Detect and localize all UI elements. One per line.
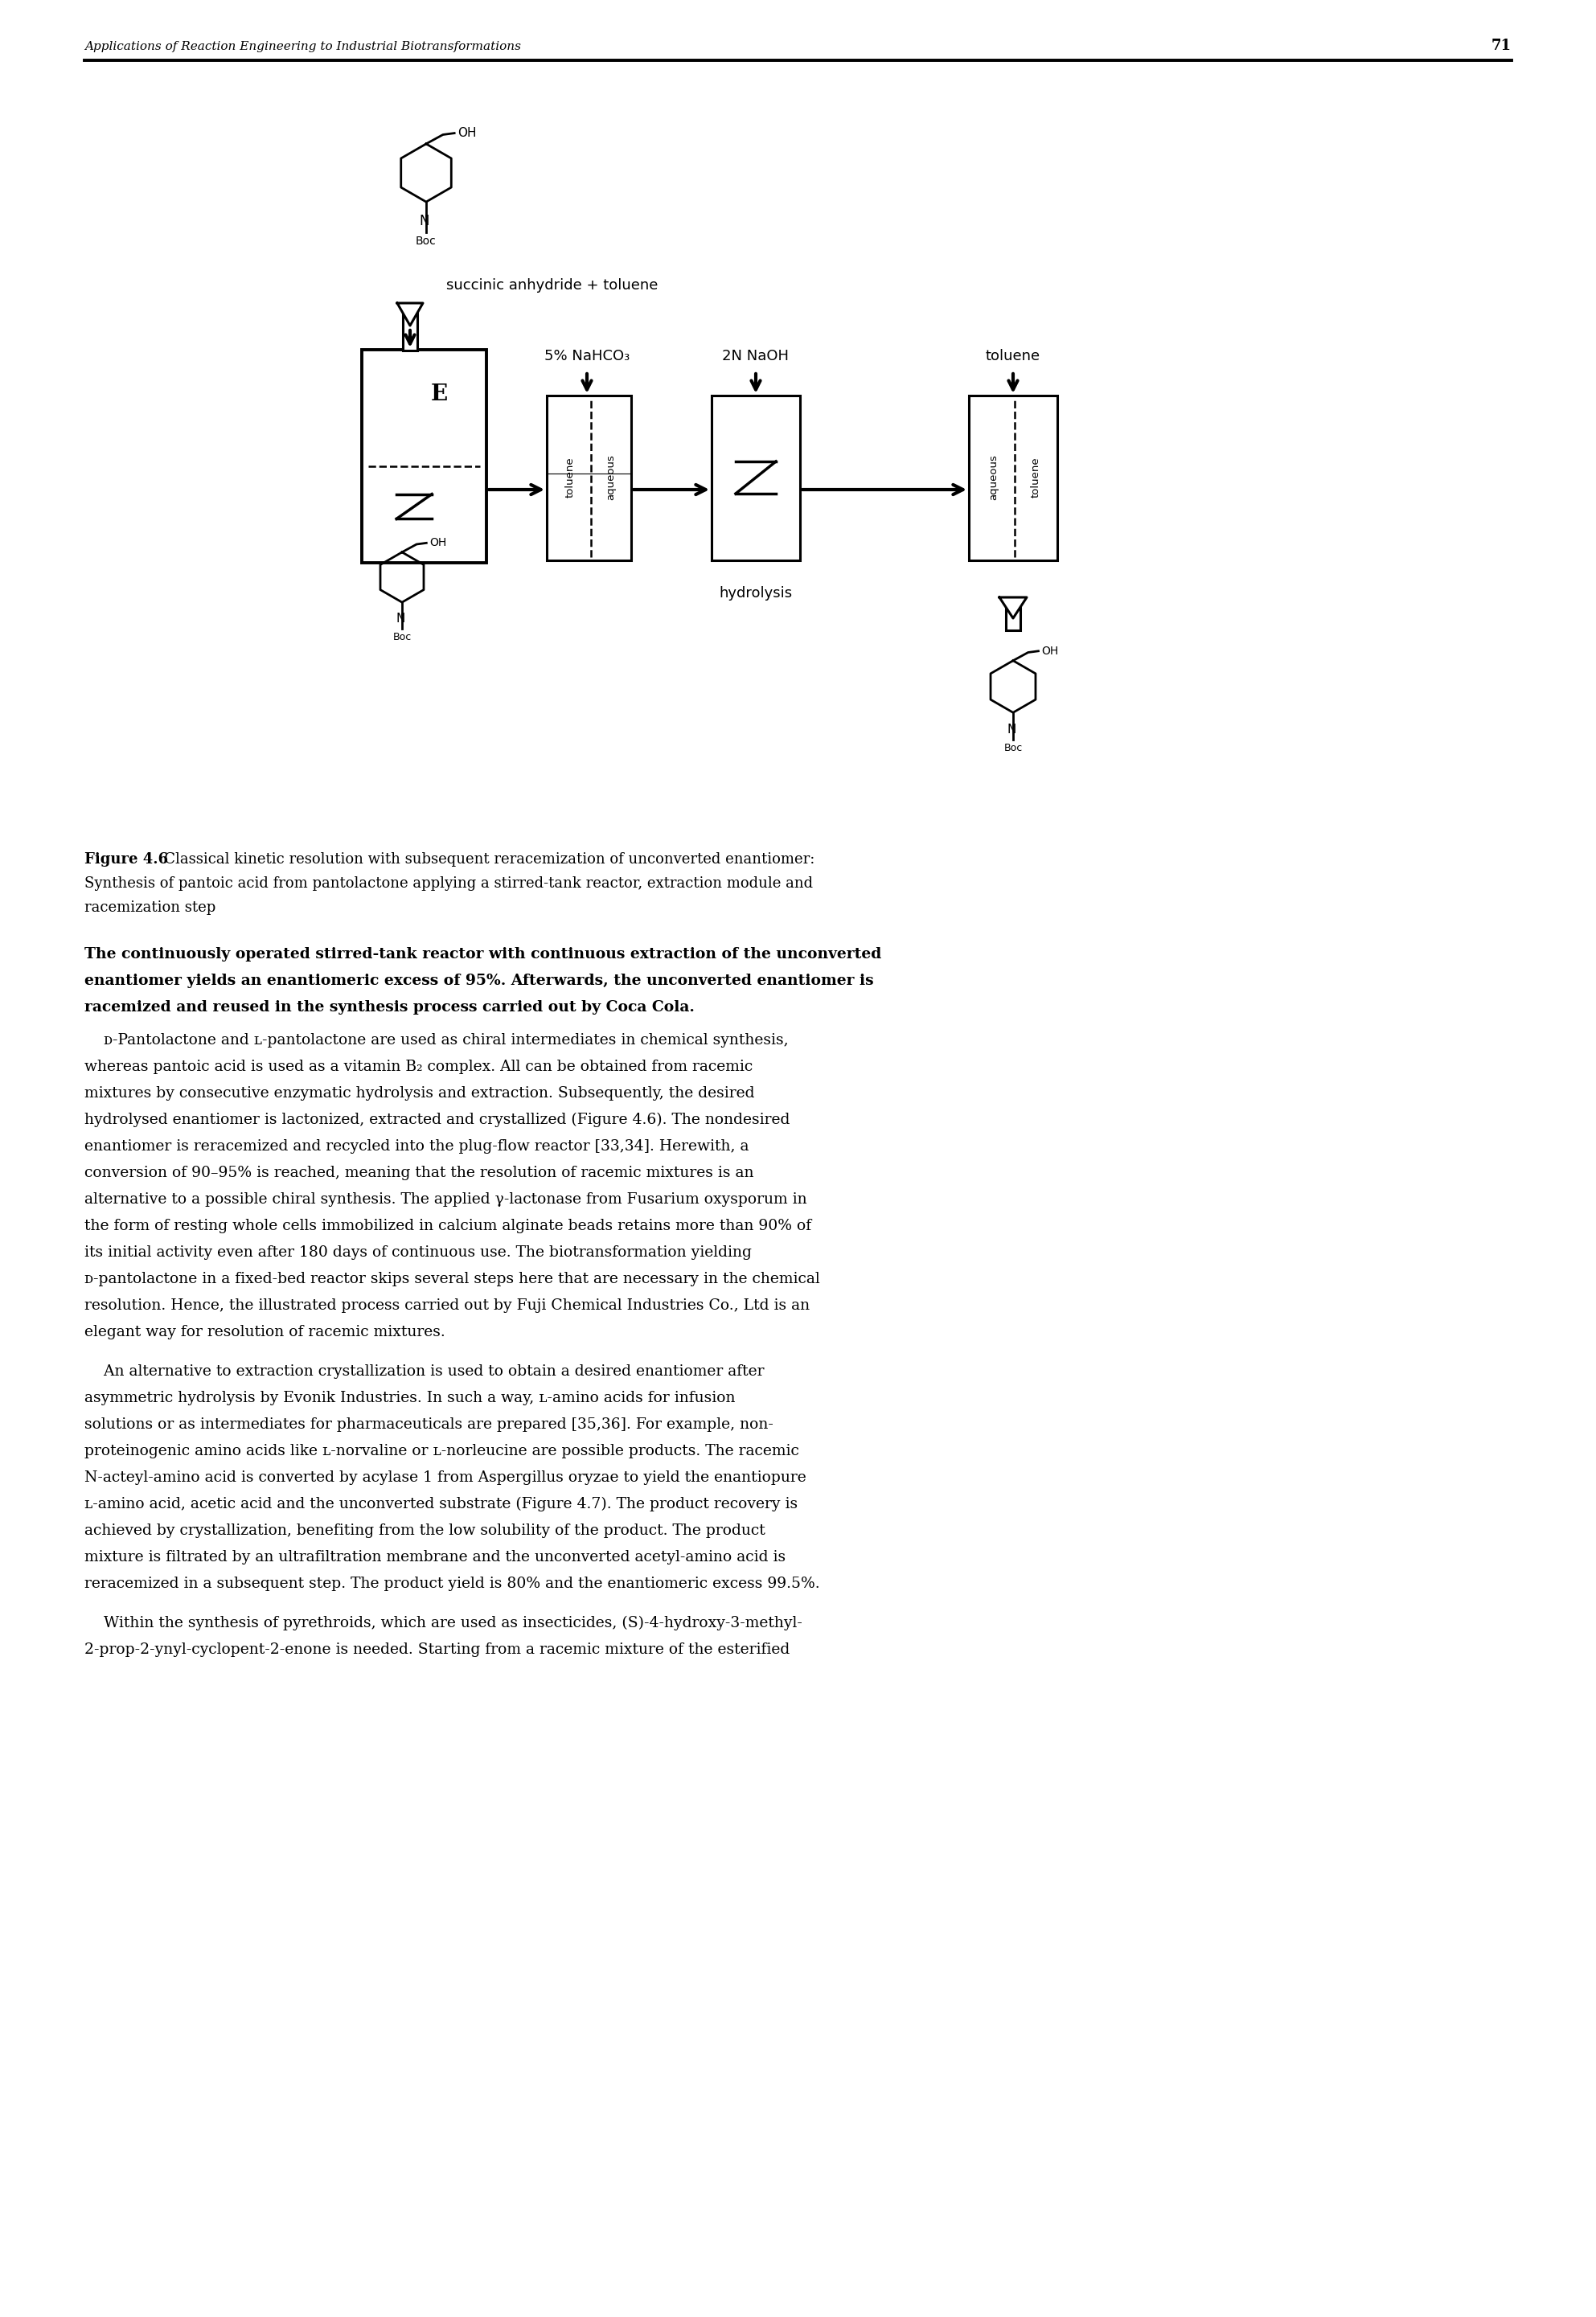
Text: whereas pantoic acid is used as a vitamin B₂ complex. All can be obtained from r: whereas pantoic acid is used as a vitami… (85, 1059, 753, 1075)
Text: 5% NaHCO₃: 5% NaHCO₃ (544, 350, 630, 364)
Text: alternative to a possible chiral synthesis. The applied γ-lactonase from Fusariu: alternative to a possible chiral synthes… (85, 1193, 808, 1207)
Text: aqueous: aqueous (605, 454, 616, 500)
Text: 71: 71 (1492, 39, 1511, 53)
Text: N: N (396, 612, 405, 626)
Bar (712, 396, 800, 561)
Text: toluene: toluene (565, 456, 576, 498)
Text: toluene: toluene (986, 350, 1041, 364)
Text: N: N (420, 213, 429, 229)
Text: The continuously operated stirred-tank reactor with continuous extraction of the: The continuously operated stirred-tank r… (85, 948, 881, 962)
Text: OH: OH (429, 538, 447, 549)
Bar (547, 396, 630, 561)
Text: 2-prop-2-ynyl-cyclopent-2-enone is needed. Starting from a racemic mixture of th: 2-prop-2-ynyl-cyclopent-2-enone is neede… (85, 1643, 790, 1657)
Text: An alternative to extraction crystallization is used to obtain a desired enantio: An alternative to extraction crystalliza… (85, 1365, 764, 1379)
Bar (1005, 598, 1020, 630)
Text: racemization step: racemization step (85, 901, 215, 915)
Text: N-acteyl-amino acid is converted by acylase 1 from Aspergillus oryzae to yield t: N-acteyl-amino acid is converted by acyl… (85, 1471, 806, 1485)
Text: elegant way for resolution of racemic mixtures.: elegant way for resolution of racemic mi… (85, 1325, 445, 1339)
Text: Boc: Boc (1004, 744, 1023, 753)
Text: achieved by crystallization, benefiting from the low solubility of the product. : achieved by crystallization, benefiting … (85, 1525, 764, 1538)
Text: enantiomer yields an enantiomeric excess of 95%. Afterwards, the unconverted ena: enantiomer yields an enantiomeric excess… (85, 973, 873, 987)
Text: its initial activity even after 180 days of continuous use. The biotransformatio: its initial activity even after 180 days… (85, 1244, 752, 1260)
Bar (969, 396, 1057, 561)
Text: aqueous: aqueous (988, 454, 999, 500)
Text: enantiomer is reracemized and recycled into the plug-flow reactor [33,34]. Herew: enantiomer is reracemized and recycled i… (85, 1140, 749, 1154)
Text: Classical kinetic resolution with subsequent reracemization of unconverted enant: Classical kinetic resolution with subseq… (150, 853, 816, 867)
Text: solutions or as intermediates for pharmaceuticals are prepared [35,36]. For exam: solutions or as intermediates for pharma… (85, 1418, 774, 1432)
Text: E: E (431, 382, 447, 405)
Text: resolution. Hence, the illustrated process carried out by Fuji Chemical Industri: resolution. Hence, the illustrated proce… (85, 1298, 809, 1314)
Text: OH: OH (458, 127, 477, 139)
Bar (362, 350, 487, 563)
Text: hydrolysis: hydrolysis (720, 586, 793, 600)
Text: OH: OH (1042, 646, 1058, 656)
Text: succinic anhydride + toluene: succinic anhydride + toluene (447, 278, 658, 292)
Text: Within the synthesis of pyrethroids, which are used as insecticides, (S)-4-hydro: Within the synthesis of pyrethroids, whi… (85, 1615, 803, 1631)
Text: Synthesis of pantoic acid from pantolactone applying a stirred-tank reactor, ext: Synthesis of pantoic acid from pantolact… (85, 876, 812, 890)
Text: hydrolysed enantiomer is lactonized, extracted and crystallized (Figure 4.6). Th: hydrolysed enantiomer is lactonized, ext… (85, 1112, 790, 1128)
Text: 2N NaOH: 2N NaOH (723, 350, 788, 364)
Text: Applications of Reaction Engineering to Industrial Biotransformations: Applications of Reaction Engineering to … (85, 42, 520, 53)
Text: ᴅ-pantolactone in a fixed-bed reactor skips several steps here that are necessar: ᴅ-pantolactone in a fixed-bed reactor sk… (85, 1272, 820, 1286)
Text: mixtures by consecutive enzymatic hydrolysis and extraction. Subsequently, the d: mixtures by consecutive enzymatic hydrol… (85, 1087, 755, 1101)
Text: toluene: toluene (1031, 456, 1041, 498)
Text: Figure 4.6: Figure 4.6 (85, 853, 168, 867)
Text: conversion of 90–95% is reached, meaning that the resolution of racemic mixtures: conversion of 90–95% is reached, meaning… (85, 1165, 753, 1179)
Bar (402, 304, 417, 350)
Text: asymmetric hydrolysis by Evonik Industries. In such a way, ʟ-amino acids for inf: asymmetric hydrolysis by Evonik Industri… (85, 1390, 736, 1406)
Text: mixture is filtrated by an ultrafiltration membrane and the unconverted acetyl-a: mixture is filtrated by an ultrafiltrati… (85, 1550, 785, 1564)
Text: the form of resting whole cells immobilized in calcium alginate beads retains mo: the form of resting whole cells immobili… (85, 1219, 811, 1233)
Text: ᴅ-Pantolactone and ʟ-pantolactone are used as chiral intermediates in chemical s: ᴅ-Pantolactone and ʟ-pantolactone are us… (85, 1033, 788, 1047)
Text: Boc: Boc (417, 236, 436, 248)
Text: ʟ-amino acid, acetic acid and the unconverted substrate (Figure 4.7). The produc: ʟ-amino acid, acetic acid and the unconv… (85, 1497, 798, 1511)
Text: Boc: Boc (393, 633, 412, 642)
Polygon shape (999, 598, 1026, 619)
Text: racemized and reused in the synthesis process carried out by Coca Cola.: racemized and reused in the synthesis pr… (85, 1001, 694, 1015)
Text: reracemized in a subsequent step. The product yield is 80% and the enantiomeric : reracemized in a subsequent step. The pr… (85, 1576, 820, 1592)
Text: N: N (1007, 723, 1017, 734)
Polygon shape (397, 304, 423, 327)
Text: proteinogenic amino acids like ʟ-norvaline or ʟ-norleucine are possible products: proteinogenic amino acids like ʟ-norvali… (85, 1443, 800, 1457)
